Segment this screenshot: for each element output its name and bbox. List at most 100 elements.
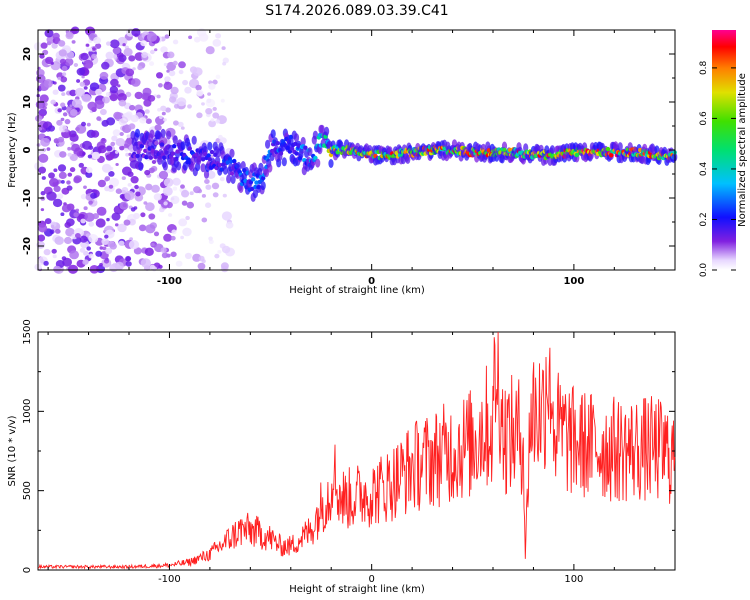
- spectrogram-noise-blob: [112, 47, 121, 55]
- spectrogram-ridge-core: [136, 149, 141, 155]
- spectrogram-noise-blob: [184, 252, 192, 260]
- spectrogram-ridge-core: [187, 146, 192, 151]
- spectrogram-noise-blob: [101, 119, 109, 127]
- spectrogram-noise-blob: [73, 63, 79, 67]
- spectrogram-noise-blob: [211, 182, 220, 190]
- spectrogram-noise-blob: [193, 186, 200, 192]
- spectrogram-ridge-halo: [300, 136, 306, 146]
- spectrogram-noise-blob: [125, 91, 132, 98]
- spectrogram-ridge-core: [170, 151, 176, 156]
- spectrogram-noise-blob: [181, 189, 190, 198]
- spectrogram-noise-blob: [168, 213, 173, 217]
- spectrogram-noise-blob: [118, 240, 125, 246]
- spectrogram-noise-blob: [70, 146, 76, 151]
- spectrogram-noise-blob: [206, 98, 212, 104]
- spectrogram-ridge-core: [232, 158, 237, 164]
- spectrogram-ridge-halo: [265, 139, 271, 149]
- spectrogram-noise-blob: [180, 235, 185, 240]
- spectrogram-noise-blob: [69, 133, 79, 142]
- spectrogram-noise-blob: [205, 184, 212, 190]
- spectrogram-noise-blob: [41, 176, 46, 180]
- spectrogram-noise-blob: [57, 164, 67, 172]
- spectrogram-noise-blob: [163, 177, 174, 187]
- spectrogram-y-tick-label: -10: [22, 189, 33, 207]
- snr-y-tick-label: 1000: [22, 399, 33, 424]
- spectrogram-noise-blob: [160, 105, 167, 112]
- spectrogram-noise-blob: [49, 178, 59, 187]
- spectrogram-noise-blob: [208, 83, 216, 90]
- spectrogram-noise-blob: [130, 114, 139, 123]
- spectrogram-noise-blob: [172, 60, 178, 66]
- spectrogram-noise-blob: [61, 204, 72, 213]
- spectrogram-noise-blob: [60, 212, 65, 216]
- spectrogram-noise-blob: [62, 112, 68, 117]
- spectrogram-noise-blob: [110, 78, 119, 87]
- snr-frame: [37, 331, 676, 571]
- spectrogram-ridge-halo: [149, 129, 155, 139]
- spectrogram-ridge-halo: [156, 130, 162, 140]
- spectrogram-noise-blob: [127, 183, 132, 187]
- spectrogram-noise-blob: [40, 196, 46, 201]
- spectrogram-noise-blob: [145, 202, 155, 212]
- spectrogram-noise-blob: [125, 68, 135, 77]
- spectrogram-noise-blob: [158, 83, 163, 88]
- spectrogram-noise-blob: [201, 217, 208, 223]
- spectrogram-noise-blob: [105, 51, 114, 60]
- spectrogram-noise-blob: [151, 184, 160, 193]
- spectrogram-noise-blob: [140, 212, 146, 218]
- spectrogram-ridge-core: [313, 155, 318, 161]
- spectrogram-noise-blob: [105, 247, 113, 255]
- spectrogram-noise-blob: [124, 190, 135, 201]
- spectrogram-noise-blob: [104, 176, 111, 182]
- spectrogram-noise-blob: [64, 236, 72, 245]
- spectrogram-noise-blob: [111, 212, 121, 221]
- spectrogram-noise-blob: [145, 118, 152, 124]
- spectrogram-noise-blob: [161, 252, 169, 259]
- spectrogram-noise-blob: [61, 92, 66, 96]
- spectrogram-noise-blob: [56, 119, 63, 126]
- snr-y-tick-label: 500: [22, 481, 33, 500]
- spectrogram-noise-blob: [83, 206, 88, 211]
- spectrogram-noise-blob: [172, 186, 178, 191]
- colorbar-ticks: 0.0 0.2 0.4 0.6 0.8: [699, 60, 736, 277]
- spectrogram-noise-blob: [99, 71, 109, 80]
- spectrogram-noise-blob: [115, 163, 119, 166]
- spectrogram-noise-blob: [163, 81, 173, 90]
- spectrogram-noise-blob: [217, 250, 222, 254]
- spectrogram-noise-blob: [121, 189, 126, 195]
- spectrogram-noise-blob: [87, 101, 97, 111]
- spectrogram-noise-blob: [88, 221, 95, 227]
- spectrogram-noise-blob: [73, 175, 83, 183]
- spectrogram-noise-blob: [48, 172, 55, 179]
- spectrogram-noise-blob: [59, 151, 67, 158]
- spectrogram-noise-blob: [196, 112, 203, 119]
- spectrogram-ridge-core: [148, 155, 153, 160]
- spectrogram-noise-blob: [197, 262, 206, 270]
- spectrogram-noise-blob: [78, 162, 85, 168]
- spectrogram-noise-blob: [219, 176, 225, 182]
- spectrogram-x-label: Height of straight line (km): [289, 285, 425, 296]
- spectrogram-ridge-halo: [315, 158, 321, 168]
- spectrogram-ridge-halo: [138, 162, 144, 171]
- spectrogram-noise-blob: [53, 185, 61, 192]
- spectrogram-ridge-core: [209, 149, 215, 155]
- spectrogram-noise-blob: [175, 260, 183, 267]
- spectrogram-ridge-core: [251, 177, 256, 182]
- spectrogram-noise-blob: [122, 112, 132, 122]
- spectrogram-noise-blob: [50, 224, 55, 228]
- spectrogram-noise-blob: [75, 87, 85, 97]
- spectrogram-noise-blob: [180, 184, 185, 189]
- spectrogram-noise-blob: [144, 109, 150, 114]
- spectrogram-noise-blob: [103, 258, 110, 264]
- spectrogram-noise-blob: [75, 233, 81, 239]
- spectrogram-ridge-halo: [176, 161, 182, 171]
- spectrogram-x-tick-label: 0: [368, 276, 375, 287]
- spectrogram-noise-blob: [220, 98, 225, 103]
- spectrogram-noise-blob: [106, 145, 113, 152]
- spectrogram-noise-blob: [122, 166, 132, 176]
- spectrogram-noise-blob: [214, 253, 220, 259]
- spectrogram-noise-blob: [128, 218, 136, 226]
- spectrogram-noise-blob: [212, 192, 219, 198]
- spectrogram-ridge-core: [159, 142, 165, 147]
